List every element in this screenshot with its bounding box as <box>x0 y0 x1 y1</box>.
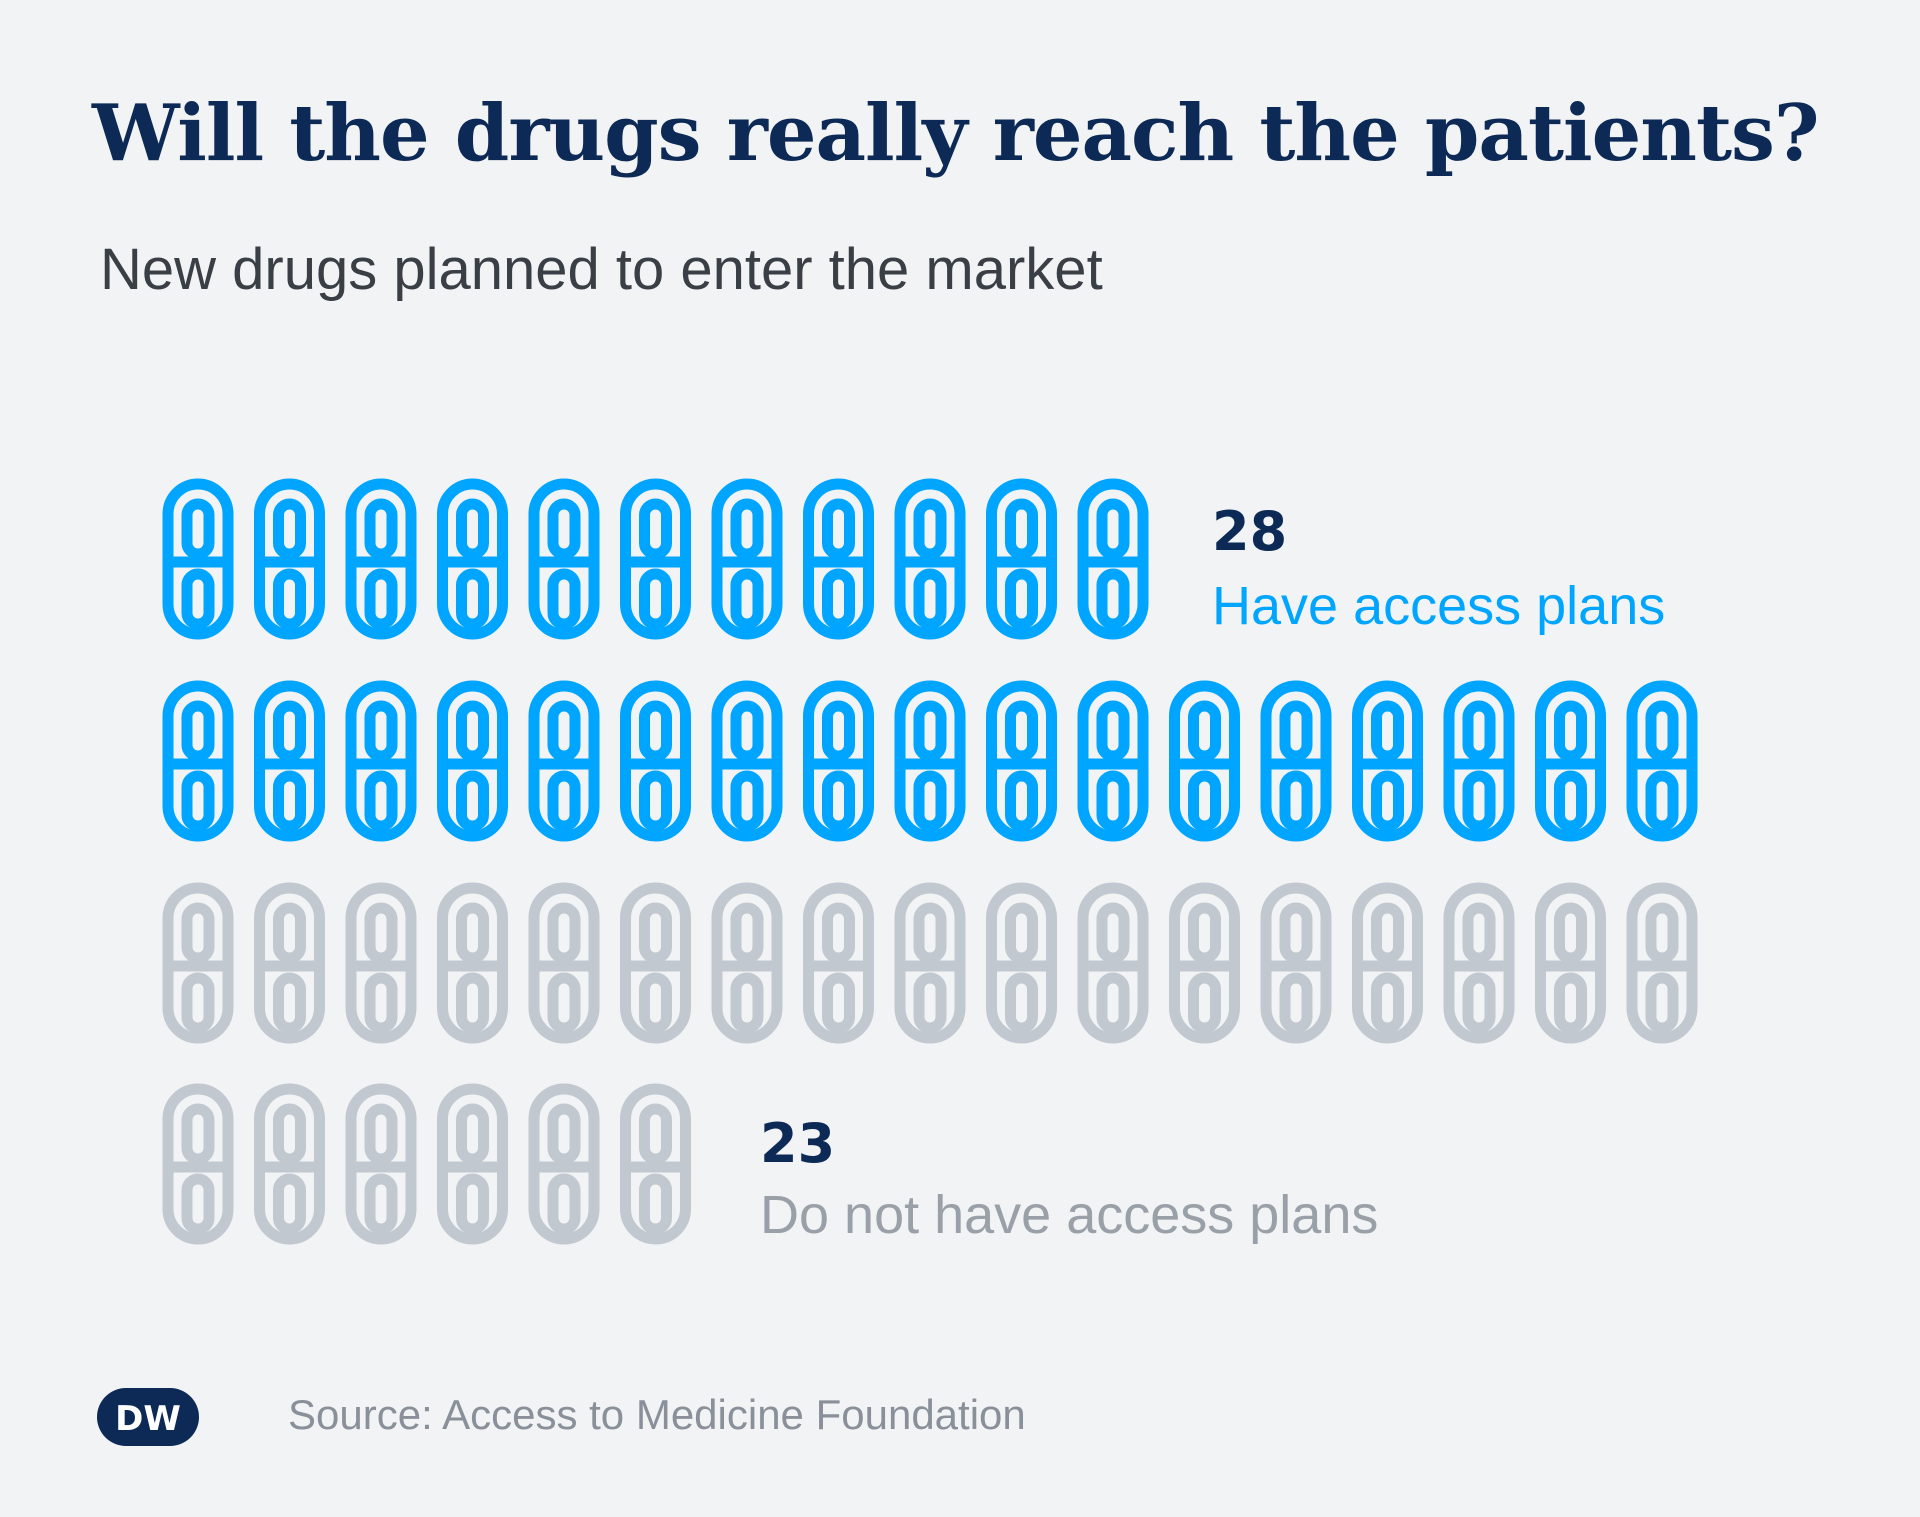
pill-icon <box>1626 680 1698 842</box>
pill-icon <box>1169 680 1240 842</box>
pill-icon <box>162 1083 234 1245</box>
pill-icon <box>162 478 234 640</box>
pill-icon <box>1626 882 1698 1044</box>
pill-icon <box>803 882 874 1044</box>
pill-icon <box>986 478 1057 640</box>
pill-icon <box>1352 680 1423 842</box>
label-no-access-plans: Do not have access plans <box>760 1185 1378 1245</box>
pill-icon <box>1352 882 1423 1044</box>
pill-icon <box>1077 478 1149 640</box>
pill-icon <box>437 680 508 842</box>
pill-icon <box>711 478 783 640</box>
pill-icon <box>345 882 417 1044</box>
pill-icon <box>620 1083 691 1245</box>
pill-icon <box>1169 882 1240 1044</box>
pill-icon <box>1443 882 1515 1044</box>
pill-icon <box>894 882 966 1044</box>
pill-icon <box>254 1083 325 1245</box>
pill-icon <box>1535 680 1606 842</box>
pill-icon <box>894 478 966 640</box>
count-have-access-plans: 28 <box>1212 500 1287 563</box>
pill-icon <box>803 478 874 640</box>
pill-icon <box>162 882 234 1044</box>
pill-icon <box>345 680 417 842</box>
pill-icon <box>528 478 600 640</box>
pill-icon <box>345 1083 417 1245</box>
chart-title: Will the drugs really reach the patients… <box>92 88 1820 179</box>
pill-icon <box>620 680 691 842</box>
count-no-access-plans: 23 <box>760 1112 835 1175</box>
pill-icon <box>803 680 874 842</box>
pill-icon <box>437 1083 508 1245</box>
pill-icon <box>620 478 691 640</box>
pill-icon <box>254 478 325 640</box>
pill-icon <box>528 882 600 1044</box>
pill-icon <box>1260 680 1332 842</box>
pill-icon <box>1077 680 1149 842</box>
pill-icon <box>528 680 600 842</box>
chart-subtitle: New drugs planned to enter the market <box>100 237 1103 302</box>
dw-logo: DW <box>97 1388 199 1446</box>
label-have-access-plans: Have access plans <box>1212 576 1665 636</box>
pill-icon <box>1535 882 1606 1044</box>
dw-logo-text: DW <box>115 1399 181 1439</box>
pill-icon <box>620 882 691 1044</box>
pill-icon <box>711 680 783 842</box>
pill-icon <box>1443 680 1515 842</box>
pill-icon <box>711 882 783 1044</box>
pill-icon <box>345 478 417 640</box>
pill-icon <box>162 680 234 842</box>
pill-icon <box>1077 882 1149 1044</box>
pill-icon <box>254 680 325 842</box>
pill-icon <box>528 1083 600 1245</box>
pill-icon <box>437 478 508 640</box>
pill-icon <box>254 882 325 1044</box>
pill-icons-group <box>162 478 1698 1245</box>
pill-icon <box>437 882 508 1044</box>
source-note: Source: Access to Medicine Foundation <box>288 1391 1026 1438</box>
pill-icon <box>894 680 966 842</box>
pill-icon <box>1260 882 1332 1044</box>
pill-icon <box>986 680 1057 842</box>
pill-icon <box>986 882 1057 1044</box>
